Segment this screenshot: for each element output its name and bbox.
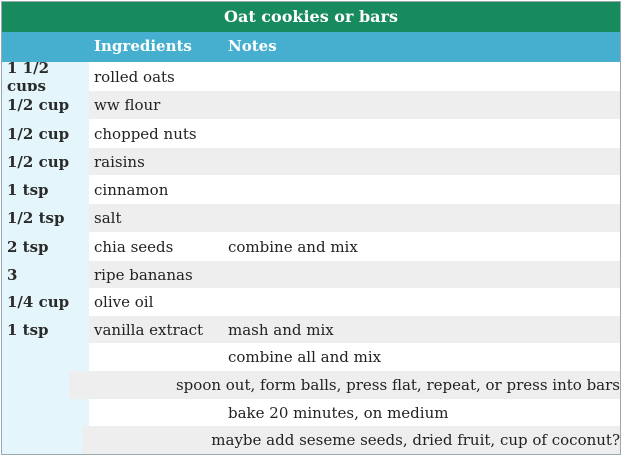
table-title: Oat cookies or bars [2, 2, 620, 32]
row-ingredient: chia seeds [89, 232, 223, 261]
row-quantity: 1/2 tsp [2, 204, 89, 232]
row-ingredient: raisins [89, 148, 223, 175]
table-row: spoon out, form balls, press flat, repea… [2, 371, 620, 399]
table-row: 1/2 cup ww flour [2, 91, 620, 119]
table-row: 1/2 cup raisins [2, 148, 620, 175]
row-note: mash and mix [223, 316, 620, 343]
row-note [223, 204, 620, 232]
table-row: 1/4 cup olive oil [2, 288, 620, 316]
row-ingredient: salt [89, 204, 223, 232]
row-quantity: 1/2 cup [2, 119, 89, 148]
row-quantity [2, 371, 69, 399]
row-ingredient: olive oil [89, 288, 223, 316]
row-ingredient [68, 371, 171, 399]
row-quantity [2, 343, 89, 371]
row-note: spoon out, form balls, press flat, repea… [170, 371, 620, 399]
row-quantity: 1 tsp [2, 175, 89, 204]
row-note: bake 20 minutes, on medium [223, 399, 620, 426]
row-note [223, 148, 620, 175]
table-row: combine all and mix [2, 343, 620, 371]
table-row: 3 ripe bananas [2, 261, 620, 288]
row-quantity: 1 1/2 cups [2, 59, 89, 95]
row-note [223, 119, 620, 148]
table-row: maybe add seseme seeds, dried fruit, cup… [2, 426, 620, 454]
row-note: maybe add seseme seeds, dried fruit, cup… [206, 426, 620, 454]
row-ingredient: cinnamon [89, 175, 223, 204]
row-quantity: 3 [2, 261, 89, 288]
row-quantity: 1/2 cup [2, 148, 89, 175]
row-ingredient [82, 426, 207, 454]
row-quantity [2, 426, 83, 454]
table-header-row: Ingredients Notes [2, 32, 620, 62]
row-quantity: 1/2 cup [2, 91, 89, 119]
row-ingredient [89, 343, 223, 371]
header-quantity [2, 32, 89, 62]
row-ingredient: vanilla extract [89, 316, 223, 343]
row-note [223, 261, 620, 288]
row-note: combine and mix [223, 232, 620, 261]
table-row: 1/2 tsp salt [2, 204, 620, 232]
row-ingredient: chopped nuts [89, 119, 223, 148]
table-row: bake 20 minutes, on medium [2, 399, 620, 426]
row-quantity: 1 tsp [2, 316, 89, 343]
table-row: 1 1/2 cups rolled oats [2, 59, 620, 95]
row-quantity: 2 tsp [2, 232, 89, 261]
table-row: 1/2 cup chopped nuts [2, 119, 620, 148]
row-ingredient: ww flour [89, 91, 223, 119]
table-row: 1 tsp vanilla extract mash and mix [2, 316, 620, 343]
table-body: 1 1/2 cups rolled oats 1/2 cup ww flour 1/2 … [2, 59, 620, 454]
row-quantity [2, 399, 89, 426]
row-note [223, 62, 620, 91]
row-ingredient: ripe bananas [89, 261, 223, 288]
row-note [223, 288, 620, 316]
header-ingredients: Ingredients [94, 37, 192, 55]
row-note [223, 175, 620, 204]
row-quantity: 1/4 cup [2, 288, 89, 316]
table-row: 1 tsp cinnamon [2, 175, 620, 204]
row-note [223, 91, 620, 119]
header-notes: Notes [228, 37, 277, 55]
table-row: 2 tsp chia seeds combine and mix [2, 232, 620, 261]
row-ingredient [89, 399, 223, 426]
row-note: combine all and mix [223, 343, 620, 371]
row-ingredient: rolled oats [89, 62, 223, 91]
